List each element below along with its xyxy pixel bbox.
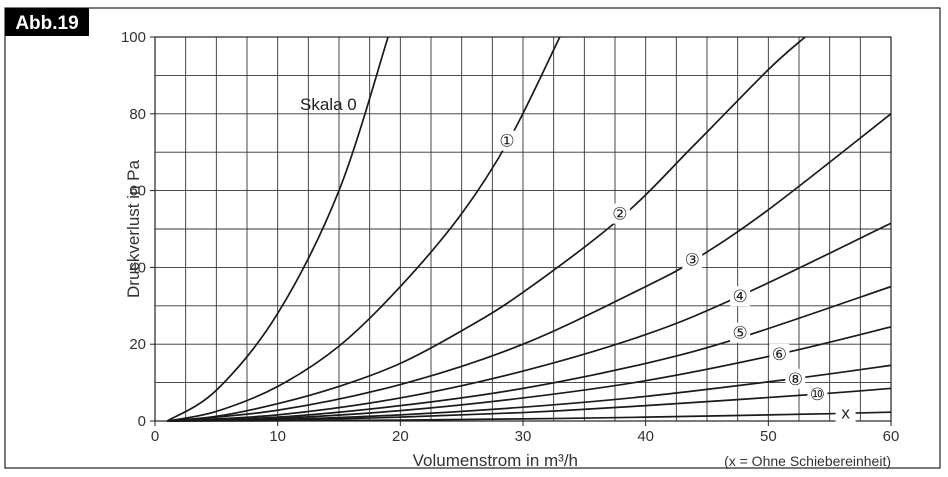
curve-scale-9	[167, 411, 892, 422]
curve-label: x	[841, 404, 850, 423]
x-axis-label: Volumenstrom in m³/h	[413, 451, 578, 470]
curve-label-backdrop	[807, 384, 828, 405]
x-tick-label: 50	[760, 428, 777, 445]
curve-label-backdrop	[769, 343, 790, 364]
badge-box	[5, 8, 89, 36]
y-axis-label: Druckverlust in Pa	[124, 159, 143, 297]
curve-skala-0	[166, 36, 389, 422]
curve-scale-3	[167, 113, 892, 422]
curve-label-backdrop	[835, 402, 856, 423]
badge-text: Abb.19	[15, 13, 78, 34]
curve-label-backdrop	[730, 286, 751, 307]
x-tick-label: 40	[637, 428, 654, 445]
x-tick-label: 20	[392, 428, 409, 445]
curve-label-backdrop	[730, 322, 751, 343]
y-tick-label: 20	[129, 336, 146, 353]
curve-label: ②	[612, 205, 627, 224]
curve-label: ①	[499, 132, 514, 151]
curve-label-backdrop	[609, 203, 630, 224]
x-tick-label: 0	[151, 428, 159, 445]
chart-note: (x = Ohne Schiebereinheit)	[724, 453, 891, 469]
curve-scale-4	[167, 222, 892, 422]
curve-label: ⑩	[810, 385, 825, 404]
curve-label: Skala 0	[300, 95, 357, 114]
y-tick-label: 100	[121, 29, 146, 46]
y-tick-label: 40	[129, 259, 146, 276]
x-tick-label: 10	[269, 428, 286, 445]
curve-label: ⑧	[788, 370, 803, 389]
y-tick-label: 60	[129, 183, 146, 200]
curve-label: ⑤	[732, 324, 747, 343]
outer-border	[4, 7, 941, 469]
curve-label-backdrop	[682, 249, 703, 270]
curve-scale-2	[167, 36, 806, 422]
curve-label: ⑥	[772, 345, 787, 364]
curve-label-backdrop	[497, 130, 518, 151]
x-tick-label: 60	[883, 428, 900, 445]
y-tick-label: 0	[138, 413, 146, 430]
curve-label-backdrop	[785, 368, 806, 389]
x-tick-label: 30	[515, 428, 532, 445]
y-tick-label: 80	[129, 106, 146, 123]
curve-label: ③	[685, 251, 700, 270]
curve-label: ④	[732, 287, 747, 306]
axes: 0 10 20 30 40 50 60 0 20 40 60 80 100	[121, 29, 899, 445]
